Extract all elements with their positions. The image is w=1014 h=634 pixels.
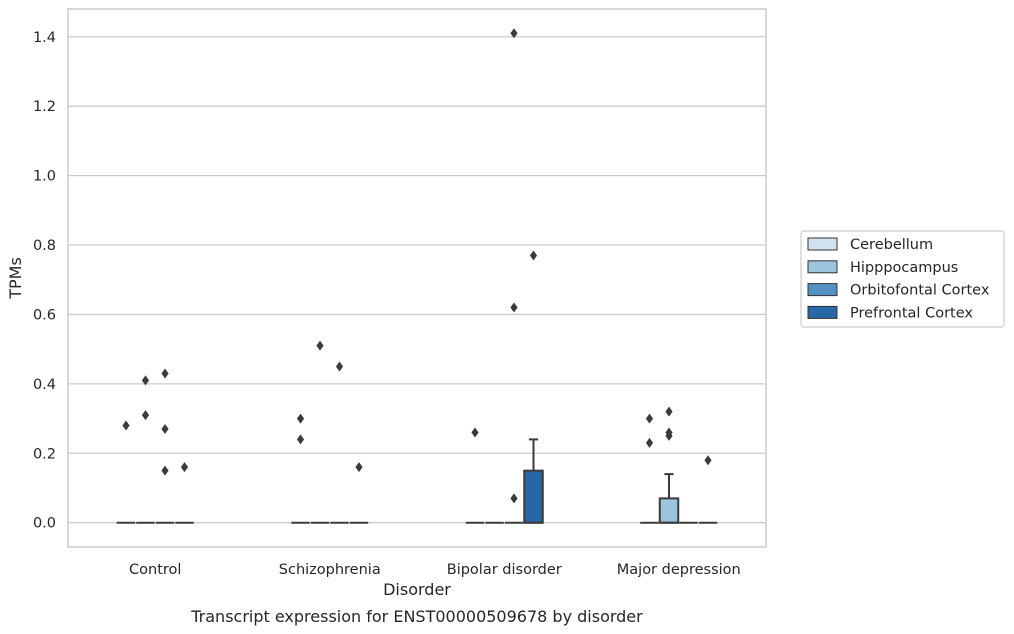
outlier-point [645, 413, 654, 424]
x-axis-label: Disorder [383, 580, 451, 599]
x-tick-label: Schizophrenia [279, 562, 381, 578]
x-tick-label: Major depression [617, 562, 741, 578]
box-plot-boxes [116, 438, 718, 524]
outlier-point [296, 434, 305, 445]
outlier-point [355, 462, 363, 473]
y-axis-label: TPMs [6, 257, 25, 300]
legend-swatch [807, 305, 838, 319]
outlier-point [161, 423, 169, 434]
chart-caption: Transcript expression for ENST0000050967… [190, 607, 643, 626]
x-tick-label: Bipolar disorder [447, 562, 562, 578]
outlier-point [510, 493, 518, 504]
grid-lines [68, 36, 766, 524]
y-tick-labels: 0.0 0.2 0.4 0.6 0.8 1.0 1.2 1.4 [33, 30, 56, 532]
outlier-point [704, 455, 712, 466]
outlier-point [529, 250, 538, 261]
box-prefrontal-cortex [523, 438, 544, 524]
outlier-point [141, 375, 150, 386]
y-tick-label: 1.0 [33, 169, 56, 185]
outlier-point [645, 437, 654, 448]
box-body [523, 469, 544, 524]
legend-label: Hipppocampus [850, 260, 958, 276]
legend: Cerebellum Hipppocampus Orbitofontal Corte… [800, 230, 1005, 328]
y-tick-label: 0.6 [33, 307, 56, 323]
y-tick-label: 0.0 [33, 516, 56, 532]
outlier-point [180, 462, 189, 473]
outlier-point [141, 410, 150, 421]
legend-frame [800, 230, 1005, 328]
plot-frame [67, 8, 767, 548]
legend-label: Prefrontal Cortex [850, 305, 973, 321]
legend-swatch [807, 260, 838, 274]
outlier-point [335, 361, 344, 372]
y-tick-label: 0.8 [33, 238, 56, 254]
outlier-point [316, 340, 324, 351]
outlier-point [122, 420, 130, 431]
outlier-point [296, 413, 305, 424]
outlier-point [510, 302, 518, 313]
legend-swatch [807, 237, 838, 251]
y-tick-label: 0.2 [33, 446, 56, 462]
legend-label: Orbitofontal Cortex [850, 283, 990, 299]
y-tick-label: 0.4 [33, 377, 56, 393]
outlier-point [161, 368, 169, 379]
y-tick-label: 1.2 [33, 99, 56, 115]
outlier-point [161, 465, 169, 476]
outlier-point [665, 406, 673, 417]
box-body [658, 497, 680, 524]
outlier-point [510, 28, 518, 39]
outlier-point [665, 430, 673, 441]
outlier-point [471, 427, 479, 438]
legend-label: Cerebellum [850, 237, 933, 253]
y-tick-label: 1.4 [33, 30, 56, 46]
legend-swatch [807, 283, 838, 297]
x-tick-labels: Control Schizophrenia Bipolar disorder Majo… [129, 562, 741, 578]
box-hipppocampus [658, 473, 680, 524]
outlier-points [122, 28, 712, 504]
x-tick-label: Control [129, 562, 181, 578]
